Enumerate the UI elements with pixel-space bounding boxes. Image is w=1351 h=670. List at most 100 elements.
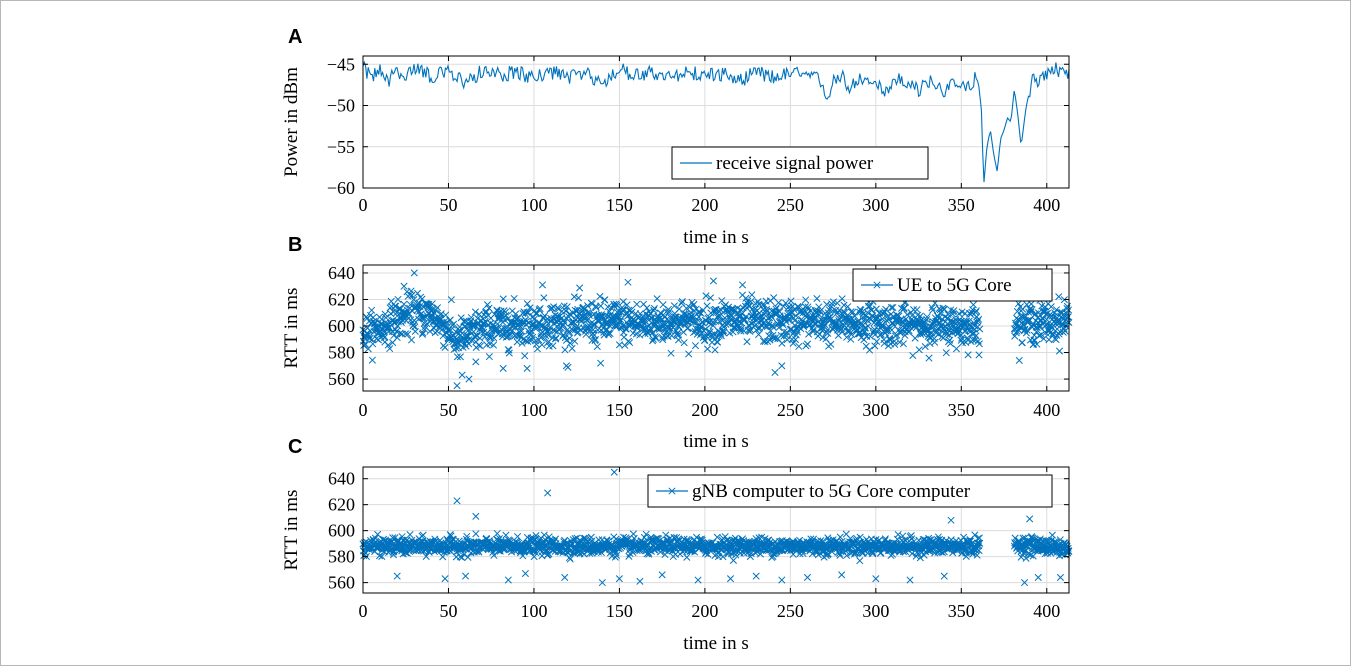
data-point xyxy=(502,311,510,320)
data-point xyxy=(866,302,874,310)
data-point xyxy=(673,329,681,337)
data-point xyxy=(896,338,904,346)
data-point xyxy=(532,549,540,557)
data-point xyxy=(623,301,631,309)
data-point xyxy=(891,340,899,349)
data-point xyxy=(664,305,672,313)
data-point xyxy=(968,330,976,338)
data-point xyxy=(450,345,458,354)
data-point xyxy=(972,308,980,316)
data-point xyxy=(894,530,902,539)
data-point xyxy=(768,322,777,331)
data-point xyxy=(401,330,410,338)
data-point xyxy=(407,336,416,344)
data-layer xyxy=(362,60,1070,183)
data-point xyxy=(476,342,484,350)
data-point xyxy=(803,340,812,348)
data-point xyxy=(471,308,480,316)
data-point xyxy=(410,316,418,324)
data-point xyxy=(447,296,455,304)
data-point xyxy=(1018,339,1026,347)
data-point xyxy=(1048,531,1056,539)
panel-letter: C xyxy=(288,436,302,458)
data-point xyxy=(719,328,727,337)
data-point xyxy=(683,553,691,561)
data-point xyxy=(685,303,693,311)
data-point xyxy=(787,297,795,305)
x-tick-label: 250 xyxy=(777,400,804,420)
data-point xyxy=(382,314,390,322)
data-point xyxy=(667,538,675,546)
data-point xyxy=(854,317,862,325)
y-tick-label: 560 xyxy=(328,369,355,389)
data-point xyxy=(649,328,657,337)
data-point xyxy=(439,553,447,561)
data-point xyxy=(976,325,984,333)
data-point xyxy=(858,322,866,330)
y-tick-label: −55 xyxy=(327,137,355,157)
data-point xyxy=(652,334,660,342)
data-point xyxy=(714,338,722,346)
data-point-outlier xyxy=(947,516,955,524)
data-point xyxy=(715,307,723,315)
data-point xyxy=(934,313,942,321)
data-point xyxy=(437,310,445,318)
data-point xyxy=(636,331,644,339)
data-point-outlier xyxy=(562,362,570,370)
data-point-outlier xyxy=(624,278,632,286)
x-tick-label: 0 xyxy=(359,601,368,621)
data-point xyxy=(426,327,434,335)
data-point xyxy=(576,284,584,292)
data-point xyxy=(1039,307,1047,315)
data-point xyxy=(510,294,518,303)
data-point xyxy=(798,307,806,315)
x-tick-label: 300 xyxy=(862,601,889,621)
data-point xyxy=(453,353,461,361)
data-point xyxy=(882,316,891,324)
data-point xyxy=(866,346,874,354)
y-tick-label: −50 xyxy=(327,96,355,116)
x-tick-label: 300 xyxy=(862,400,889,420)
data-point xyxy=(555,305,563,313)
data-point xyxy=(475,341,483,349)
y-tick-label: 620 xyxy=(328,495,355,515)
data-point xyxy=(499,295,507,303)
data-point xyxy=(505,346,513,354)
data-point xyxy=(789,339,797,347)
data-point xyxy=(921,343,929,351)
data-point-outlier xyxy=(778,362,786,370)
y-tick-label: 580 xyxy=(328,343,355,363)
data-point-outlier xyxy=(636,577,644,585)
data-point xyxy=(657,309,665,318)
data-point xyxy=(775,324,783,332)
data-point xyxy=(464,553,472,561)
data-point xyxy=(766,336,774,344)
data-point-outlier xyxy=(597,359,605,367)
data-point xyxy=(406,547,414,556)
data-point xyxy=(596,292,604,300)
data-point xyxy=(642,530,650,538)
data-point xyxy=(568,318,577,326)
data-point xyxy=(964,351,972,359)
data-point xyxy=(684,324,692,332)
data-point xyxy=(784,316,792,324)
data-point xyxy=(583,302,592,310)
data-point xyxy=(633,300,641,308)
x-axis-label: time in s xyxy=(683,633,748,654)
data-point xyxy=(926,339,934,348)
data-point xyxy=(558,322,566,330)
data-point xyxy=(680,339,688,347)
data-point xyxy=(779,302,788,310)
data-point xyxy=(523,308,531,317)
data-point xyxy=(843,551,851,560)
data-point-outlier xyxy=(1026,515,1034,523)
data-point xyxy=(749,305,757,313)
panel-letter: B xyxy=(288,234,302,256)
data-point xyxy=(911,334,919,342)
data-point xyxy=(521,352,529,360)
data-point xyxy=(816,307,824,315)
data-point xyxy=(512,310,520,318)
data-point xyxy=(809,326,818,334)
data-point-outlier xyxy=(441,575,449,583)
y-tick-label: 600 xyxy=(328,521,355,541)
